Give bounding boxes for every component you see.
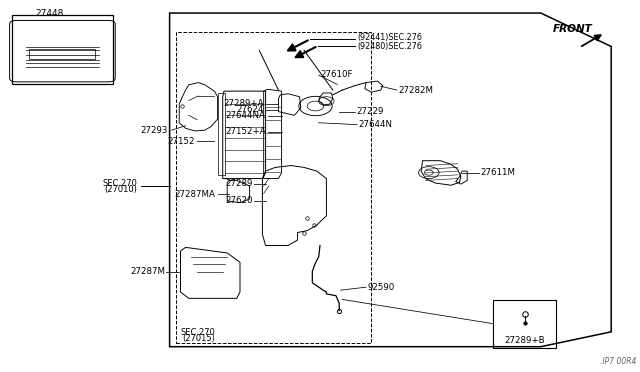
Text: (27010): (27010) [104,185,137,194]
Text: (92441)SEC.276: (92441)SEC.276 [357,33,422,42]
Text: 27152: 27152 [168,137,195,146]
Text: SEC.270: SEC.270 [103,179,138,188]
Text: FRONT: FRONT [553,24,593,34]
Text: 27620: 27620 [225,196,253,205]
Text: 27644N: 27644N [358,120,392,129]
Text: .IP7 00R4: .IP7 00R4 [600,357,637,366]
Text: 27624: 27624 [237,105,264,114]
Text: 27229: 27229 [356,107,384,116]
Text: SEC.270: SEC.270 [181,328,216,337]
Text: (27015): (27015) [182,334,215,343]
Bar [493,300,556,348]
Text: 27293: 27293 [140,126,168,135]
Text: 92590: 92590 [367,283,395,292]
Text: 27289+A: 27289+A [224,99,264,108]
Text: 27644NA: 27644NA [226,111,266,120]
Bar [29,49,95,59]
Text: 27282M: 27282M [398,86,433,95]
Text: (92480)SEC.276: (92480)SEC.276 [357,42,422,51]
Bar [12,15,113,84]
Bar [176,32,371,343]
Text: 27611M: 27611M [480,169,515,177]
Text: 27289: 27289 [225,179,253,188]
Text: 27610F: 27610F [320,70,353,79]
Text: 27287MA: 27287MA [175,190,216,199]
Text: 27289+B: 27289+B [504,336,545,345]
Text: 27287M: 27287M [130,267,165,276]
Text: 27152+A: 27152+A [225,127,266,136]
Text: 27448: 27448 [36,9,64,18]
